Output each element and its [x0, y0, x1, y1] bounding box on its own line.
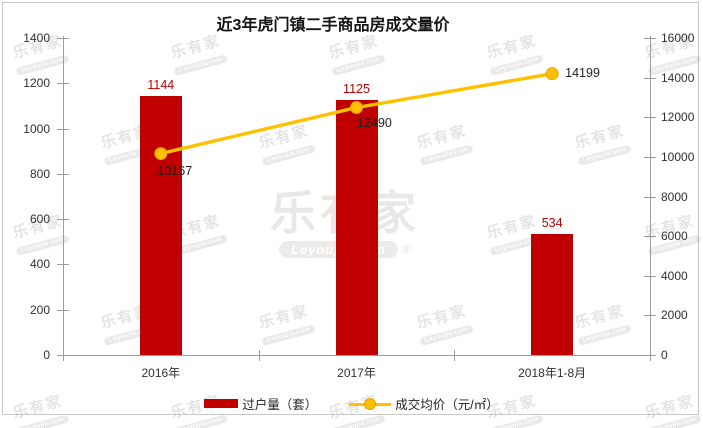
y-axis-left-tick-label: 600 — [29, 212, 50, 227]
y-axis-left-tick-label: 0 — [43, 348, 50, 362]
y-axis-left-tick — [57, 173, 69, 175]
y-axis-right-tick — [644, 38, 656, 39]
y-axis-right-tick-label: 16000 — [661, 31, 695, 45]
x-axis-category-label: 2017年 — [337, 366, 376, 380]
legend-item-volume: 过户量（套） — [204, 394, 317, 413]
y-axis-right-tick — [644, 196, 656, 198]
bar-value-label: 1125 — [343, 82, 370, 97]
y-axis-left-tick — [57, 83, 69, 85]
y-axis-right-tick-label: 2000 — [661, 308, 688, 323]
y-axis-right-tick — [644, 117, 656, 119]
y-axis-right-tick — [644, 315, 656, 317]
y-axis-left-tick-label: 400 — [29, 257, 50, 272]
x-axis-category-label: 2016年 — [141, 366, 181, 380]
x-axis-category-label: 2018年1-8月 — [518, 366, 587, 380]
bar-2018年1-8月 — [531, 234, 574, 355]
line-value-label: 10167 — [157, 163, 193, 178]
y-axis-left-tick-label: 1400 — [23, 31, 50, 45]
y-axis-right-tick-label: 6000 — [661, 229, 688, 244]
y-axis-left-tick — [57, 128, 69, 130]
y-axis-right-tick-label: 10000 — [661, 149, 695, 164]
y-axis-right-tick-label: 8000 — [661, 189, 688, 204]
y-axis-right-tick — [644, 236, 656, 238]
chart-title: 近3年虎门镇二手商品房成交量价 — [216, 17, 450, 34]
y-axis-left-tick-label: 800 — [29, 166, 50, 181]
legend-label-price: 成交均价（元/㎡） — [395, 398, 499, 412]
y-axis-right-tick-label: 14000 — [661, 70, 695, 85]
y-axis-right-tick — [644, 77, 656, 79]
line-value-label: 14199 — [565, 65, 600, 80]
y-axis-right — [650, 36, 651, 355]
y-axis-right-tick — [644, 275, 656, 277]
y-axis-right-tick — [644, 156, 656, 158]
legend-line-swatch — [349, 397, 392, 410]
x-axis-tick — [63, 350, 64, 361]
y-axis-left-tick — [57, 309, 69, 311]
legend-label-volume: 过户量（套） — [242, 398, 318, 412]
bar-value-label: 534 — [541, 216, 563, 231]
legend-bar-swatch — [204, 399, 239, 408]
bar-2017年 — [335, 100, 378, 355]
y-axis-left-tick — [57, 38, 69, 39]
bar-value-label: 1144 — [147, 77, 175, 92]
y-axis-right-tick-label: 12000 — [661, 110, 695, 125]
bar-2016年 — [139, 95, 182, 355]
y-axis-right-tick-label: 0 — [661, 348, 668, 362]
y-axis-left-tick — [57, 219, 69, 221]
y-axis-left-tick-label: 1200 — [23, 76, 50, 91]
y-axis-right-tick-label: 4000 — [661, 268, 688, 283]
legend: 过户量（套） 成交均价（元/㎡） — [0, 394, 703, 413]
x-axis — [63, 355, 651, 356]
y-axis-left-tick-label: 1000 — [23, 121, 50, 136]
x-axis-tick — [650, 350, 651, 361]
y-axis-left-tick — [57, 264, 69, 266]
x-axis-tick — [258, 350, 260, 361]
x-axis-tick — [454, 350, 456, 361]
legend-item-price: 成交均价（元/㎡） — [349, 394, 499, 413]
legend-line-marker-icon — [364, 397, 377, 410]
line-value-label: 12490 — [357, 115, 392, 130]
y-axis-left — [63, 36, 64, 355]
y-axis-left-tick-label: 200 — [29, 302, 50, 317]
